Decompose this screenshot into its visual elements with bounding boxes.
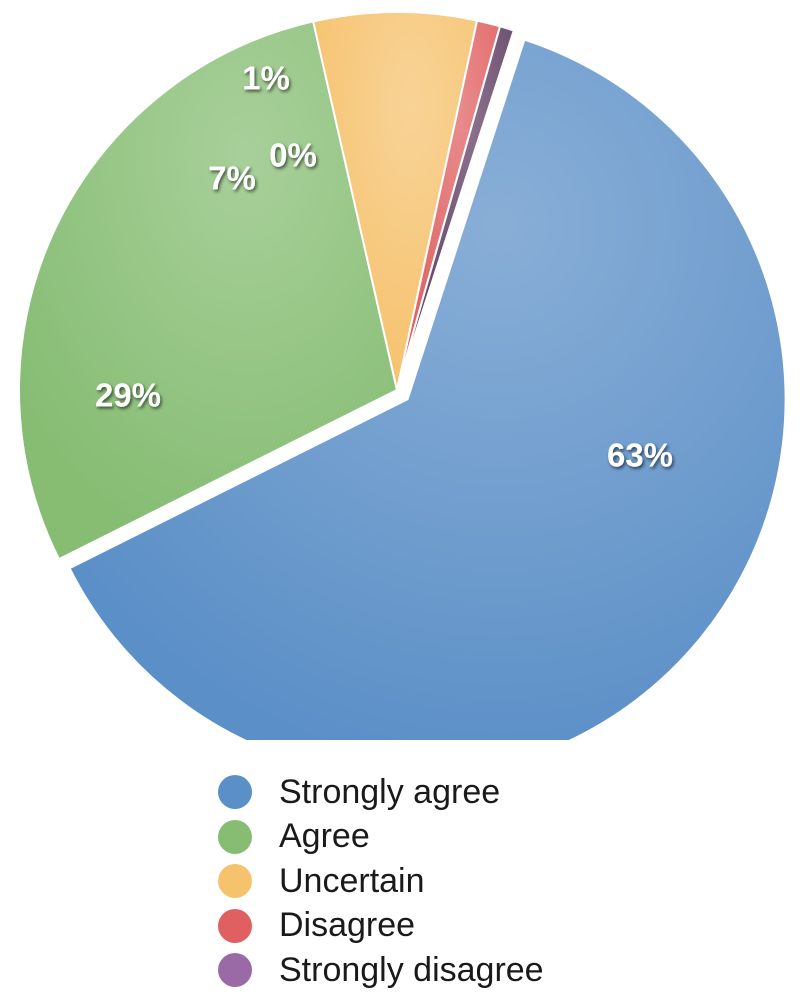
pie-chart: 63% 29% 7% 1% 0% xyxy=(18,11,787,740)
pie-slice-labels: 63% 29% 7% 1% 0% xyxy=(95,60,673,474)
legend-item: Strongly disagree xyxy=(218,948,638,993)
legend-label: Uncertain xyxy=(279,861,425,900)
pie-slice-gloss xyxy=(397,26,514,391)
legend-label: Strongly agree xyxy=(279,772,501,811)
legend: Strongly agree Agree Uncertain Disagree Stro… xyxy=(218,770,638,993)
pie-slice-value-label: 0% xyxy=(269,137,317,174)
legend-item: Strongly agree xyxy=(218,770,638,815)
pie-slices xyxy=(18,11,787,740)
legend-marker-icon xyxy=(218,953,252,988)
legend-label: Agree xyxy=(279,817,370,856)
legend-item: Agree xyxy=(218,815,638,860)
legend-label: Strongly disagree xyxy=(279,950,544,989)
legend-marker-icon xyxy=(218,864,252,899)
pie-slice-value-label: 29% xyxy=(95,377,161,414)
pie-slice-gloss xyxy=(69,39,786,740)
legend-label: Disagree xyxy=(279,906,416,945)
pie-slice-gloss xyxy=(313,12,478,391)
legend-item: Uncertain xyxy=(218,859,638,904)
pie-slice-value-label: 63% xyxy=(607,437,673,474)
pie-slice-gloss xyxy=(18,21,398,560)
pie-slice-value-label: 1% xyxy=(242,60,290,97)
legend-marker-icon xyxy=(218,908,252,943)
legend-marker-icon xyxy=(218,819,252,854)
pie-slice-value-label: 7% xyxy=(208,160,256,197)
legend-item: Disagree xyxy=(218,904,638,949)
legend-marker-icon xyxy=(218,775,252,810)
